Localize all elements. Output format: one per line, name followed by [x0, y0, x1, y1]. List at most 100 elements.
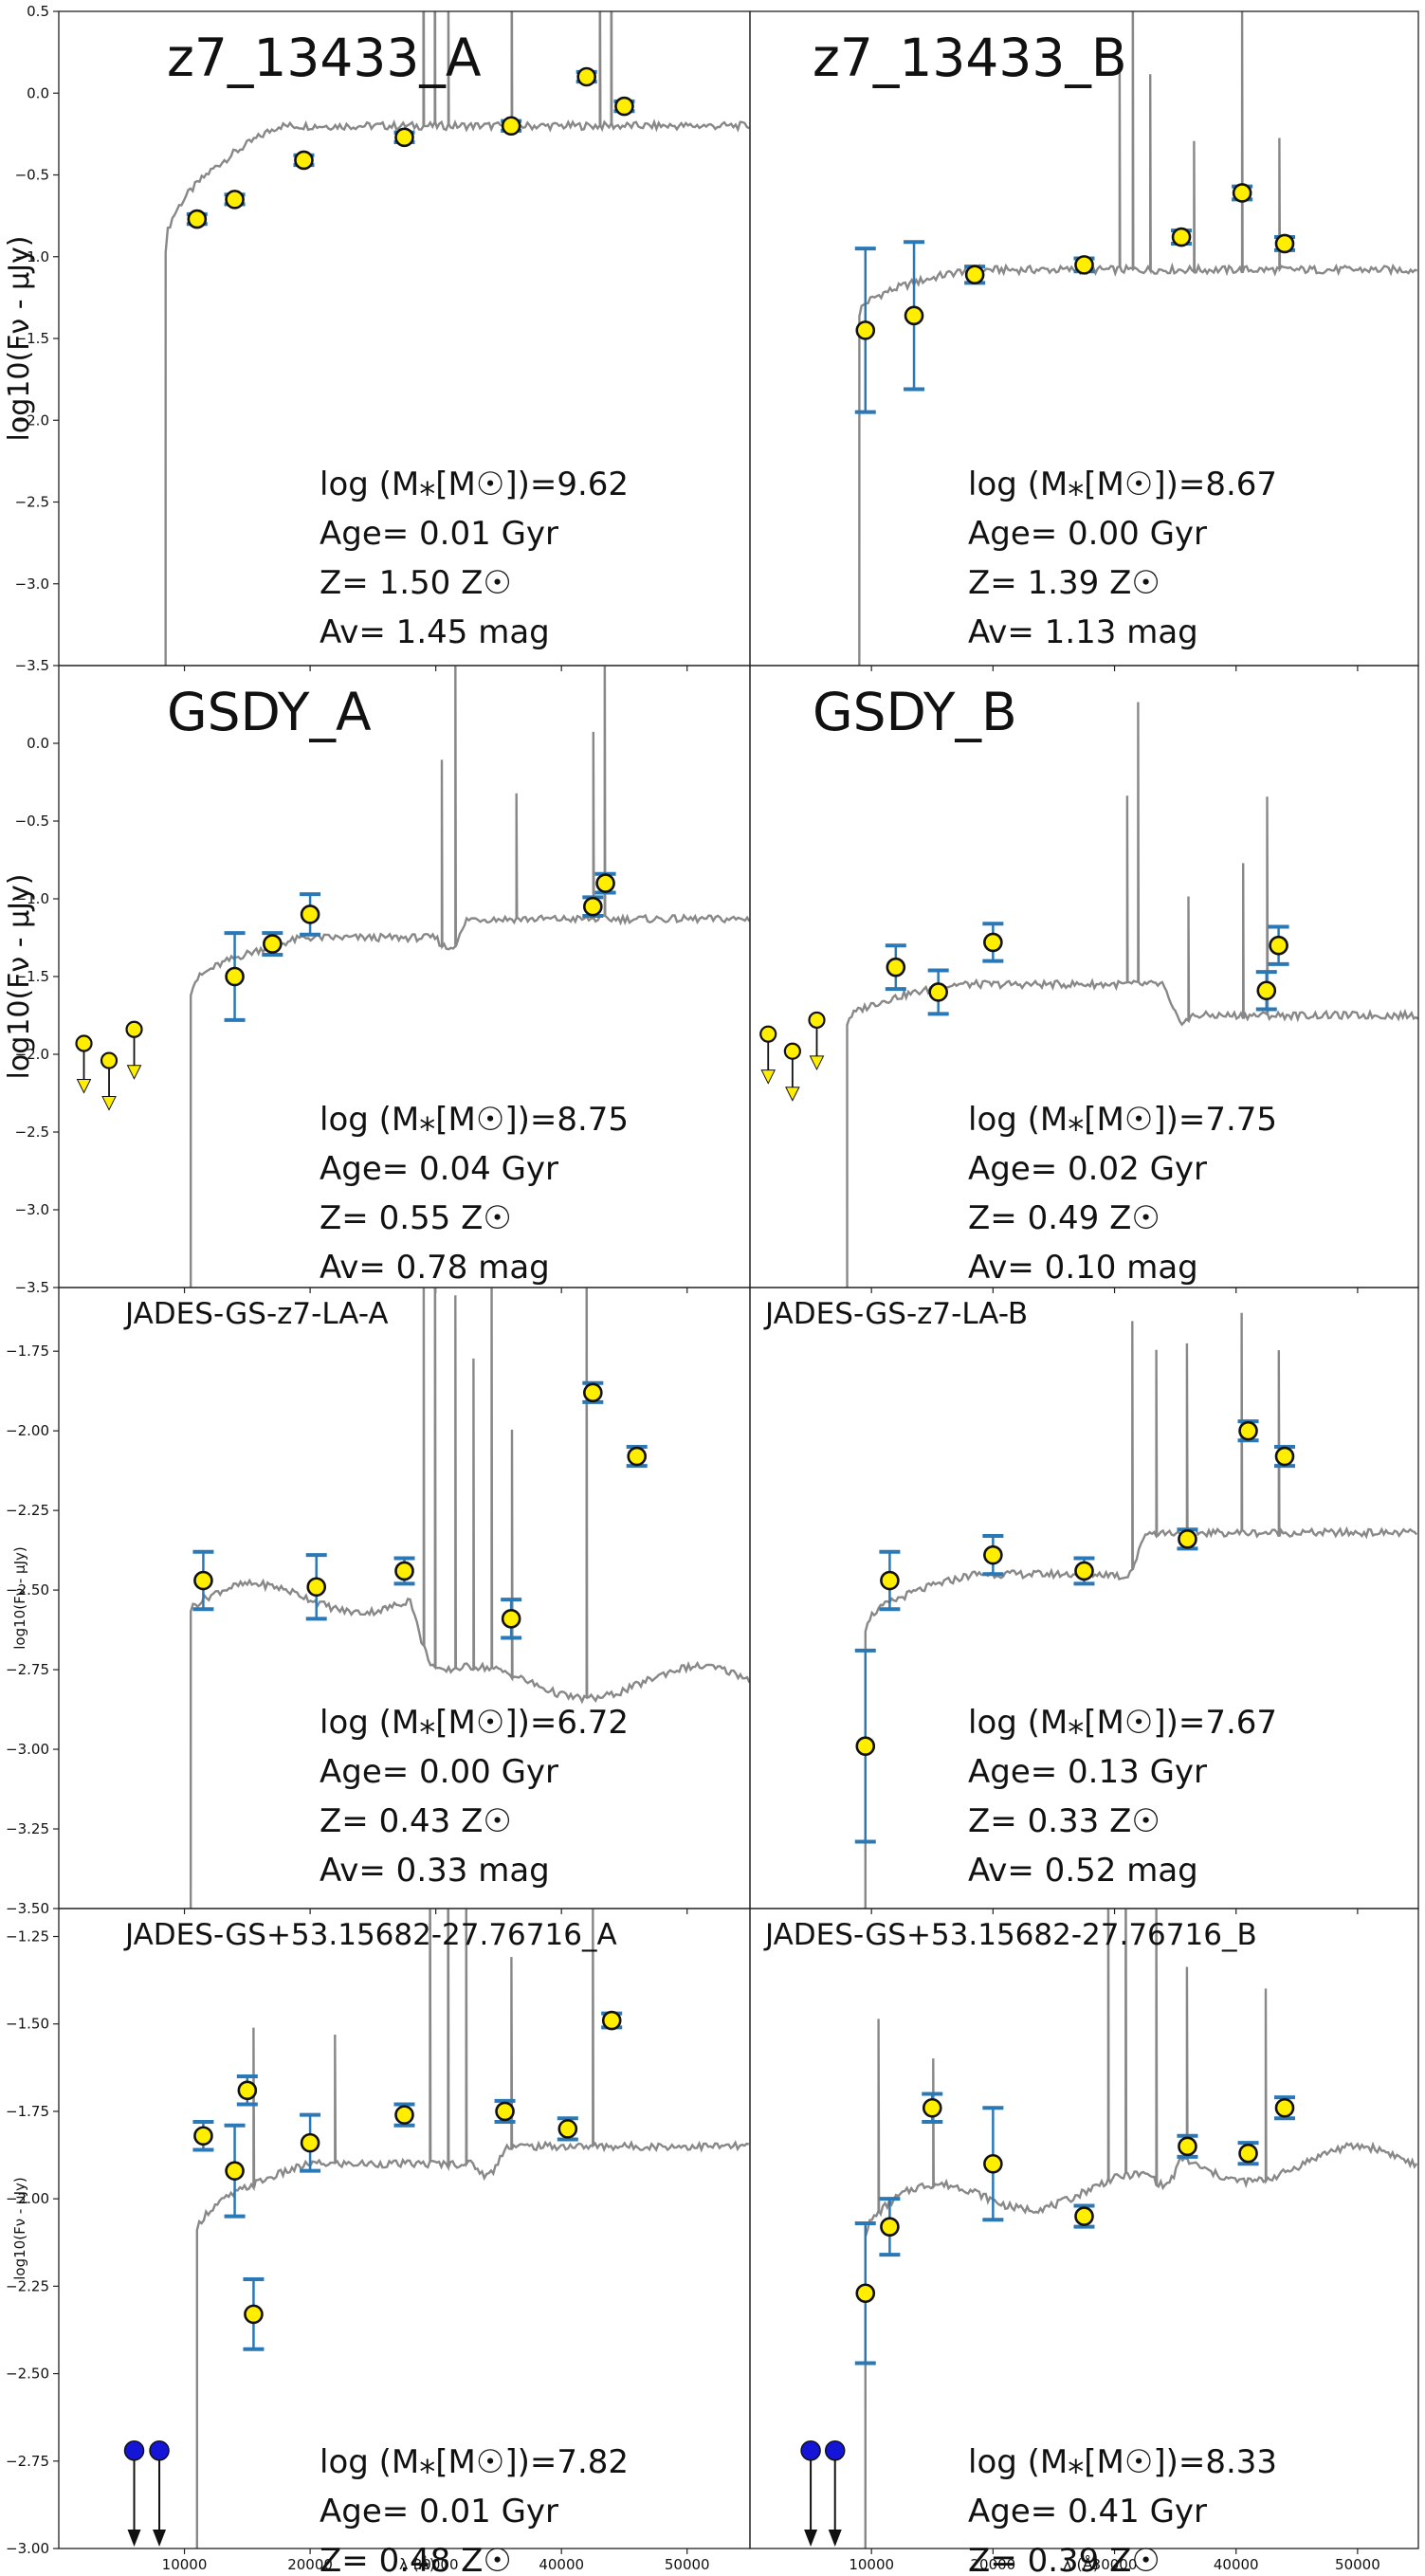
photometry-point: [501, 116, 521, 137]
y-tick-label: −2.00: [6, 1422, 49, 1439]
blue-upper-limit: [123, 2439, 145, 2547]
y-tick-label: −1.75: [6, 2103, 49, 2120]
panel-title: JADES-GS-z7-LA-A: [123, 1297, 389, 1331]
y-tick-label: −1.5: [15, 330, 49, 347]
photometry-point: [904, 305, 924, 326]
photometry-point: [983, 932, 1003, 953]
y-tick-label: −3.0: [15, 1201, 49, 1218]
annotation-mass: log (M⁎[M☉])=8.75: [320, 1101, 629, 1139]
upper-limit-point: [783, 1042, 801, 1060]
photometry-point: [880, 1570, 900, 1591]
x-axis-label-right: λ (Å): [1063, 2555, 1099, 2573]
annotation-mass: log (M⁎[M☉])=9.62: [320, 466, 629, 503]
photometry-point: [595, 873, 615, 893]
upper-limit: [75, 1034, 93, 1094]
panel-title: GSDY_B: [813, 682, 1017, 742]
photometry-point: [855, 2283, 876, 2304]
photometry-point: [263, 934, 283, 954]
x-tick-label: 30000: [1092, 2556, 1138, 2573]
upper-limit: [125, 1020, 143, 1080]
annotation-mass: log (M⁎[M☉])=7.67: [968, 1704, 1277, 1742]
annotation-age: Age= 0.00 Gyr: [320, 1753, 558, 1791]
model-spectrum: [164, 11, 750, 666]
upper-limit-arrow: [76, 1079, 92, 1094]
y-tick-label: −1.25: [6, 1928, 49, 1946]
blue-limit-point: [149, 2439, 170, 2461]
photometry-point: [1256, 980, 1277, 1001]
photometry-point: [193, 2126, 213, 2147]
photometry-point: [583, 896, 603, 917]
model-spectrum: [864, 1909, 1418, 2549]
annotation-av: Av= 1.13 mag: [968, 613, 1198, 651]
upper-limit-arrow: [785, 1087, 800, 1102]
y-tick-label: −2.50: [6, 2366, 49, 2383]
annotation-av: Av= 1.45 mag: [320, 613, 550, 651]
annotation-mass: log (M⁎[M☉])=7.75: [968, 1101, 1277, 1139]
annotation-av: Av= 0.52 mag: [968, 1852, 1198, 1890]
photometry-point: [983, 2153, 1003, 2174]
y-tick-label: 0.5: [27, 3, 49, 20]
annotation-z: Z= 0.43 Z☉: [320, 1802, 512, 1840]
annotation-av: Av= 0.10 mag: [968, 1249, 1198, 1287]
x-tick-label: 20000: [971, 2556, 1016, 2573]
y-tick-label: −0.5: [15, 167, 49, 184]
blue-limit-arrow: [153, 2530, 167, 2547]
upper-limit-arrow: [101, 1096, 117, 1111]
panel-JADES-GS-z7-LA-B: JADES-GS-z7-LA-B log (M⁎[M☉])=7.67 Age= 0.…: [749, 1287, 1419, 1914]
y-tick-label: −0.5: [15, 813, 49, 830]
panel-frame: [749, 1908, 1419, 2549]
blue-limit-arrow: [127, 2530, 141, 2547]
photometry-point: [300, 2132, 320, 2153]
upper-limit: [100, 1051, 119, 1111]
annotation-av: Av= 0.78 mag: [320, 1249, 550, 1287]
annotation-age: Age= 0.41 Gyr: [968, 2493, 1207, 2530]
y-axis-label: log10(Fν - μJy): [3, 874, 36, 1080]
panel-title: JADES-GS+53.15682-27.76716_A: [123, 1918, 617, 1952]
panel-GSDY_A: 0.0 −0.5 −1.0 −1.5 −2.0 −2.5 −3.0 −3.5 log10(Fν …: [3, 665, 751, 1296]
photometry-point: [922, 2097, 942, 2118]
photometry-point: [294, 150, 314, 171]
upper-limit-point: [808, 1011, 826, 1030]
y-tick-label: 0.0: [27, 84, 49, 101]
y-tick-label: −2.25: [6, 2277, 49, 2294]
y-tick-label: −2.25: [6, 1502, 49, 1519]
panel-title: z7_13433_B: [813, 27, 1127, 88]
y-tick-label: −2.5: [15, 494, 49, 511]
annotation-mass: log (M⁎[M☉])=6.72: [320, 1704, 629, 1742]
photometry-point: [855, 320, 876, 340]
annotation-mass: log (M⁎[M☉])=7.82: [320, 2443, 629, 2481]
photometry-point: [964, 265, 985, 285]
y-tick-label: −2.0: [15, 411, 49, 429]
panel-title: GSDY_A: [167, 682, 372, 742]
upper-limit: [808, 1011, 826, 1071]
photometry-point: [225, 966, 245, 987]
photometry-point: [1274, 233, 1295, 254]
photometry-point: [880, 2217, 900, 2237]
upper-limit-point: [759, 1025, 777, 1043]
x-tick-label: 50000: [1335, 2556, 1380, 2573]
x-tick-label: 20000: [287, 2556, 333, 2573]
y-tick-label: −1.5: [15, 968, 49, 985]
photometry-point: [1269, 935, 1288, 956]
x-tick-label: 10000: [162, 2556, 208, 2573]
upper-limit-point: [100, 1051, 119, 1069]
annotation-z: Z= 1.50 Z☉: [320, 564, 512, 602]
panel-JADES-GS-z7-LA-A: −1.75 −2.00 −2.25 −2.50 −2.75 −3.00 −3.25 −3.50…: [6, 1287, 751, 1917]
photometry-point: [1074, 1561, 1094, 1581]
annotation-age: Age= 0.02 Gyr: [968, 1150, 1207, 1188]
x-tick-label: 30000: [413, 2556, 459, 2573]
y-tick-label: −2.00: [6, 2190, 49, 2207]
photometry-point: [627, 1446, 648, 1467]
annotation-av: Av= 0.33 mag: [320, 1852, 550, 1890]
upper-limit-arrow: [809, 1055, 825, 1071]
photometry-point: [1178, 1529, 1197, 1549]
photometry-point: [1232, 183, 1252, 203]
model-spectrum: [189, 1288, 750, 1909]
y-tick-label: −2.75: [6, 2453, 49, 2470]
photometry-point: [576, 66, 596, 87]
photometry-point: [1274, 1446, 1295, 1467]
photometry-point: [601, 2010, 622, 2031]
photometry-point: [193, 1570, 213, 1591]
blue-limit-arrow: [828, 2530, 842, 2547]
annotation-age: Age= 0.00 Gyr: [968, 515, 1207, 553]
